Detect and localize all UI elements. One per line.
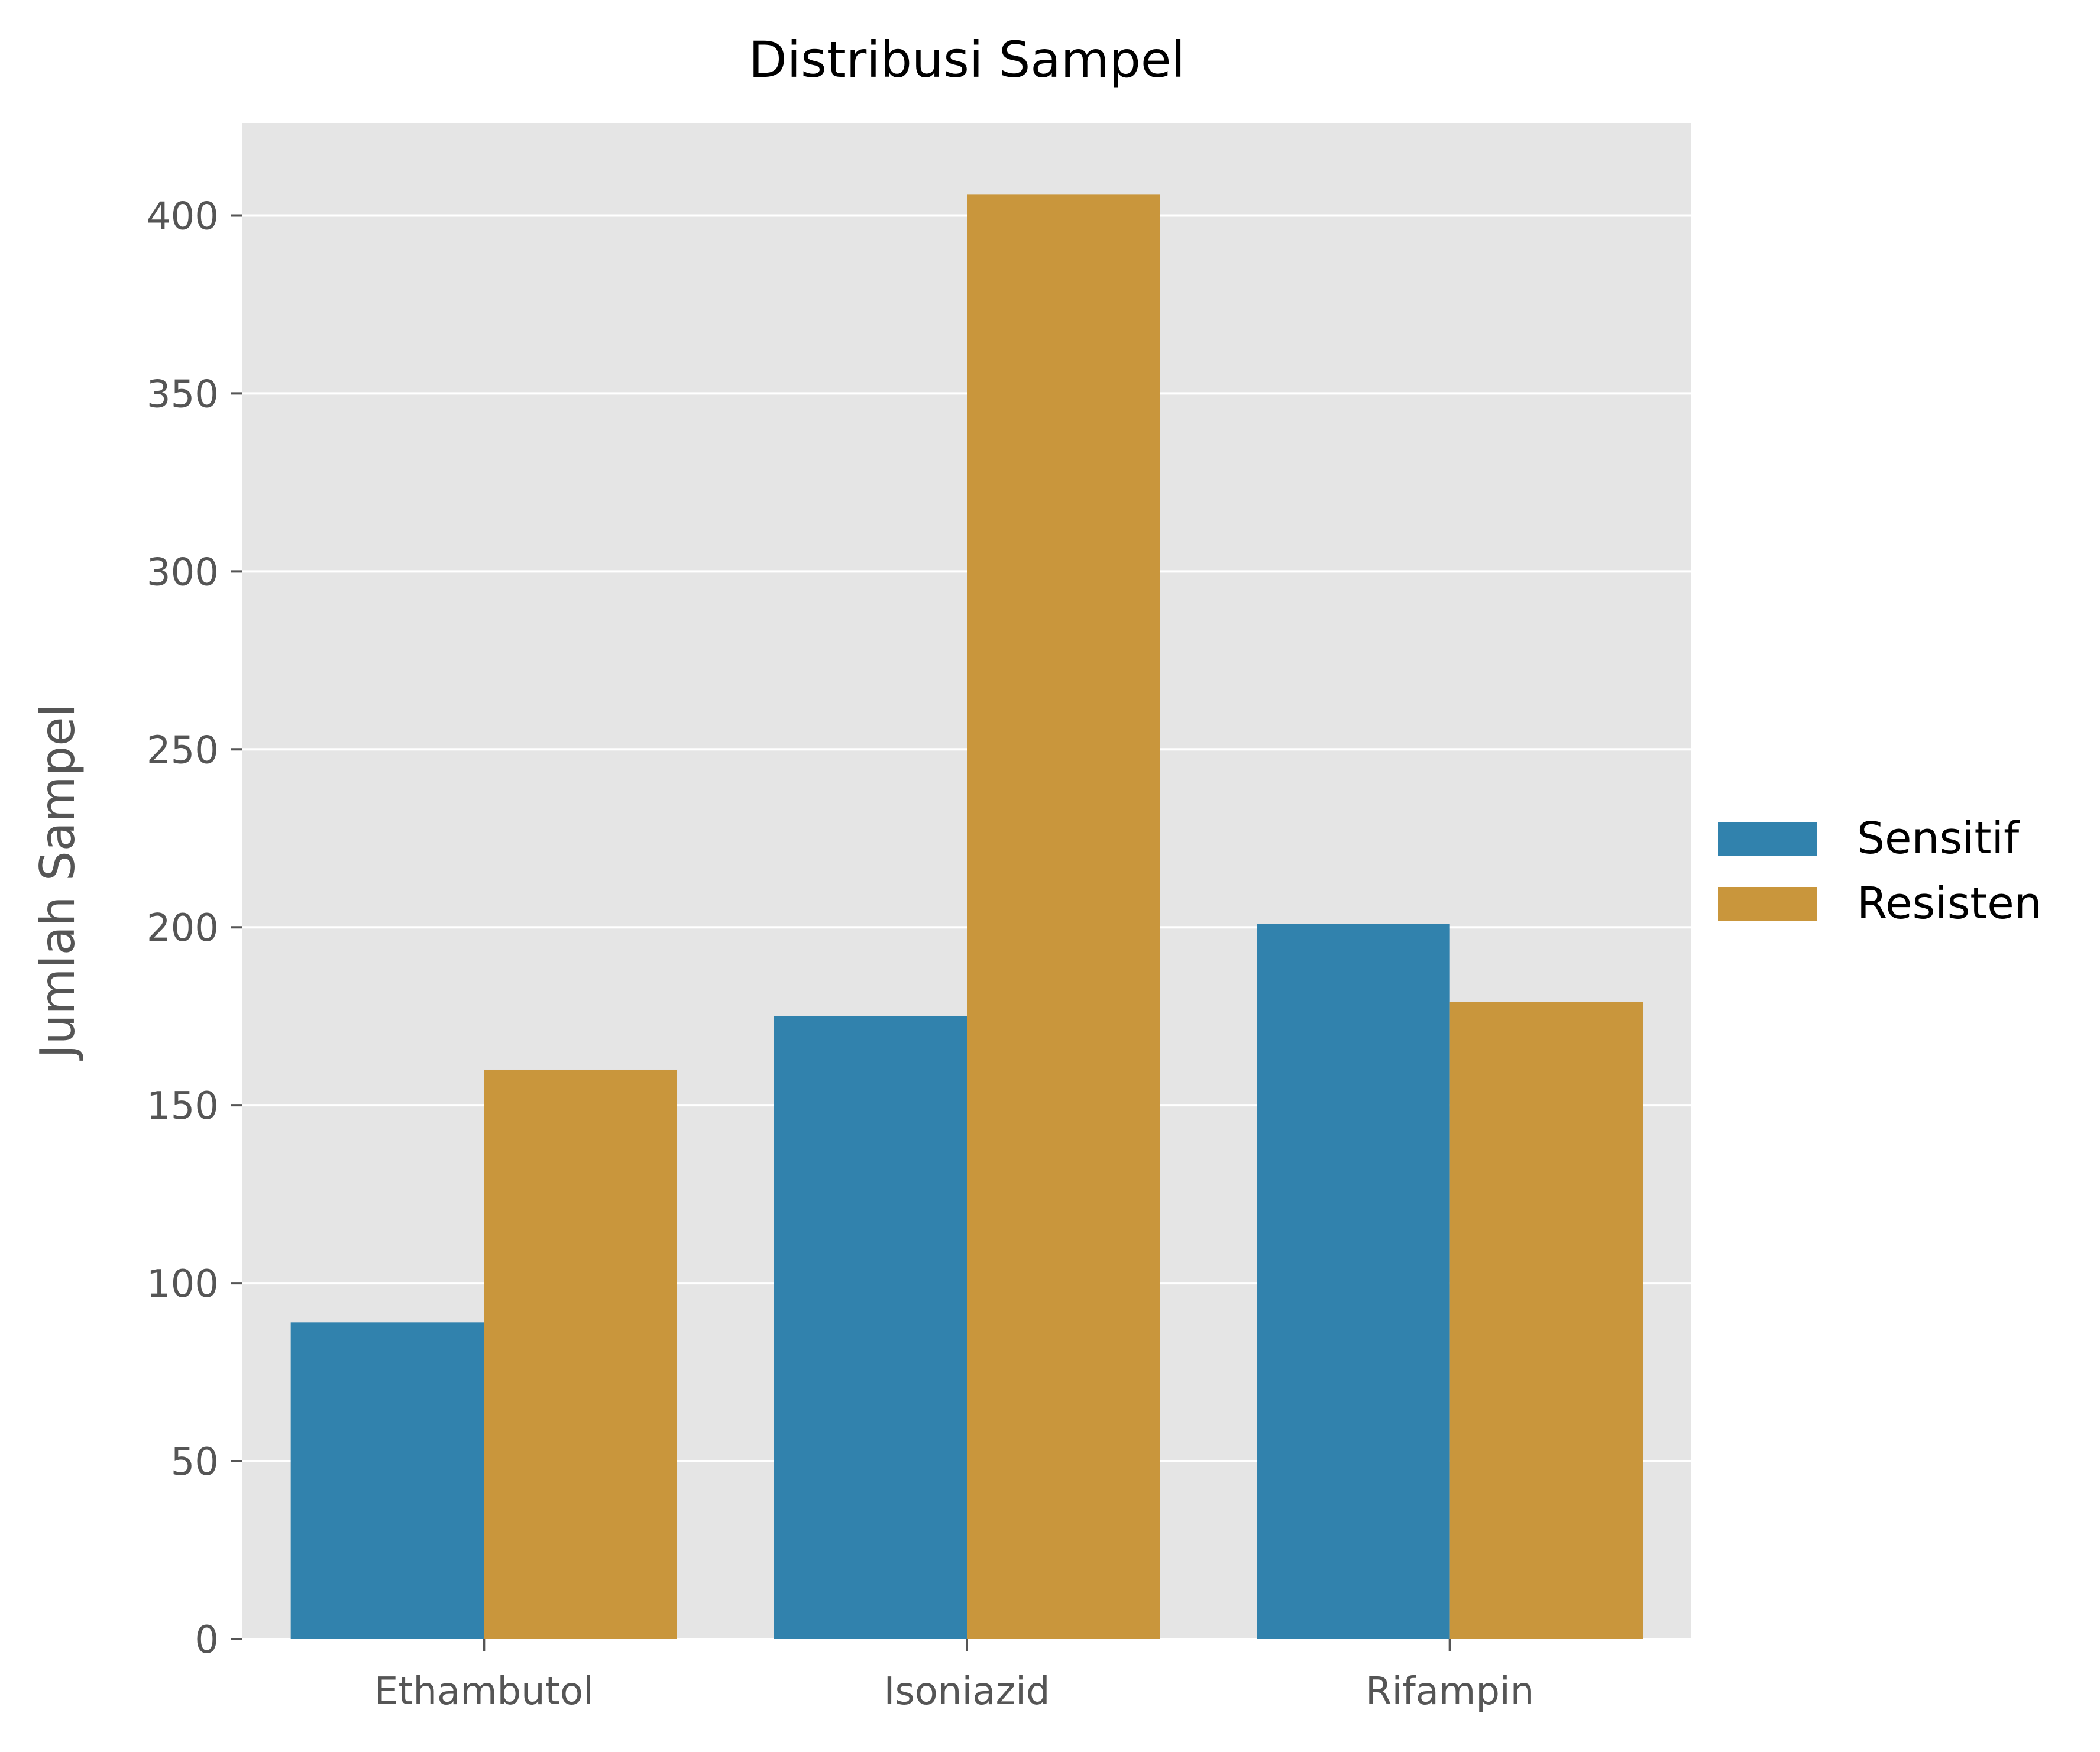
legend-swatch-resisten: [1718, 887, 1817, 921]
y-tick-label: 0: [195, 1618, 219, 1662]
legend-label-resisten: Resisten: [1857, 878, 2042, 929]
y-axis: 0 50 100 150 200 250 300 350 400: [147, 195, 242, 1662]
y-tick-label: 400: [147, 195, 219, 238]
x-axis: Ethambutol Isoniazid Rifampin: [374, 1639, 1534, 1714]
bar-sensitif-ethambutol: [290, 1322, 484, 1639]
x-tick-label: Ethambutol: [374, 1670, 594, 1714]
y-tick-label: 100: [147, 1262, 219, 1306]
y-tick-label: 250: [147, 728, 219, 772]
legend-swatch-sensitif: [1718, 822, 1817, 856]
x-tick-label: Rifampin: [1366, 1670, 1534, 1714]
bar-resisten-ethambutol: [484, 1069, 677, 1639]
y-tick-label: 200: [147, 906, 219, 950]
bar-sensitif-rifampin: [1257, 924, 1450, 1639]
y-tick-label: 300: [147, 550, 219, 594]
bar-resisten-isoniazid: [967, 194, 1160, 1640]
y-axis-title: Jumlah Sampel: [30, 704, 85, 1061]
legend: Sensitif Resisten: [1718, 813, 2042, 929]
bar-resisten-rifampin: [1449, 1002, 1643, 1639]
bar-sensitif-isoniazid: [774, 1016, 967, 1639]
chart-title: Distribusi Sampel: [749, 31, 1185, 89]
legend-label-sensitif: Sensitif: [1857, 813, 2020, 864]
y-tick-label: 50: [171, 1440, 219, 1484]
x-tick-label: Isoniazid: [884, 1670, 1050, 1714]
bars: [290, 194, 1643, 1640]
y-tick-label: 350: [147, 373, 219, 416]
y-tick-label: 150: [147, 1084, 219, 1128]
